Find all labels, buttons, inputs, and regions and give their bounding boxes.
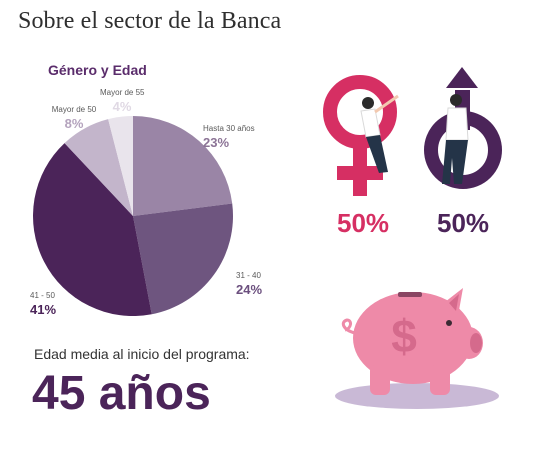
svg-text:$: $ bbox=[391, 310, 417, 362]
female-percentage: 50% bbox=[337, 208, 390, 238]
slice-name: Mayor de 55 bbox=[100, 88, 145, 97]
slice-label-hasta-30: Hasta 30 años 23% bbox=[203, 124, 255, 150]
pie-slice bbox=[133, 203, 234, 315]
chart-title: Género y Edad bbox=[48, 62, 147, 78]
female-symbol-icon bbox=[323, 75, 399, 196]
slice-percent: 8% bbox=[64, 116, 84, 131]
slice-name: 31 - 40 bbox=[236, 271, 261, 280]
average-age-value: 45 años bbox=[32, 367, 211, 420]
slice-percent: 24% bbox=[236, 282, 263, 297]
slice-label-mayor-50: Mayor de 50 8% bbox=[50, 105, 98, 131]
pie-slice bbox=[108, 116, 133, 216]
slice-name: Mayor de 50 bbox=[51, 105, 97, 114]
slice-label-31-40: 31 - 40 24% bbox=[236, 271, 263, 297]
piggy-bank-icon: $ bbox=[335, 288, 499, 409]
pie-slice bbox=[33, 143, 152, 316]
pie-slice bbox=[133, 116, 233, 216]
male-symbol-icon bbox=[424, 67, 502, 189]
page-title: Sobre el sector de la Banca bbox=[18, 8, 282, 34]
average-age-caption: Edad media al inicio del programa: bbox=[34, 346, 250, 362]
slice-name: Hasta 30 años bbox=[203, 124, 255, 133]
slice-percent: 23% bbox=[203, 135, 230, 150]
male-percentage: 50% bbox=[437, 208, 490, 238]
slice-percent: 4% bbox=[112, 99, 132, 114]
slice-label-41-50: 41 - 50 41% bbox=[30, 291, 57, 317]
pie-slice bbox=[64, 119, 133, 216]
slice-percent: 41% bbox=[30, 302, 57, 317]
slice-name: 41 - 50 bbox=[30, 291, 55, 300]
slice-label-mayor-55: Mayor de 55 4% bbox=[100, 88, 145, 114]
